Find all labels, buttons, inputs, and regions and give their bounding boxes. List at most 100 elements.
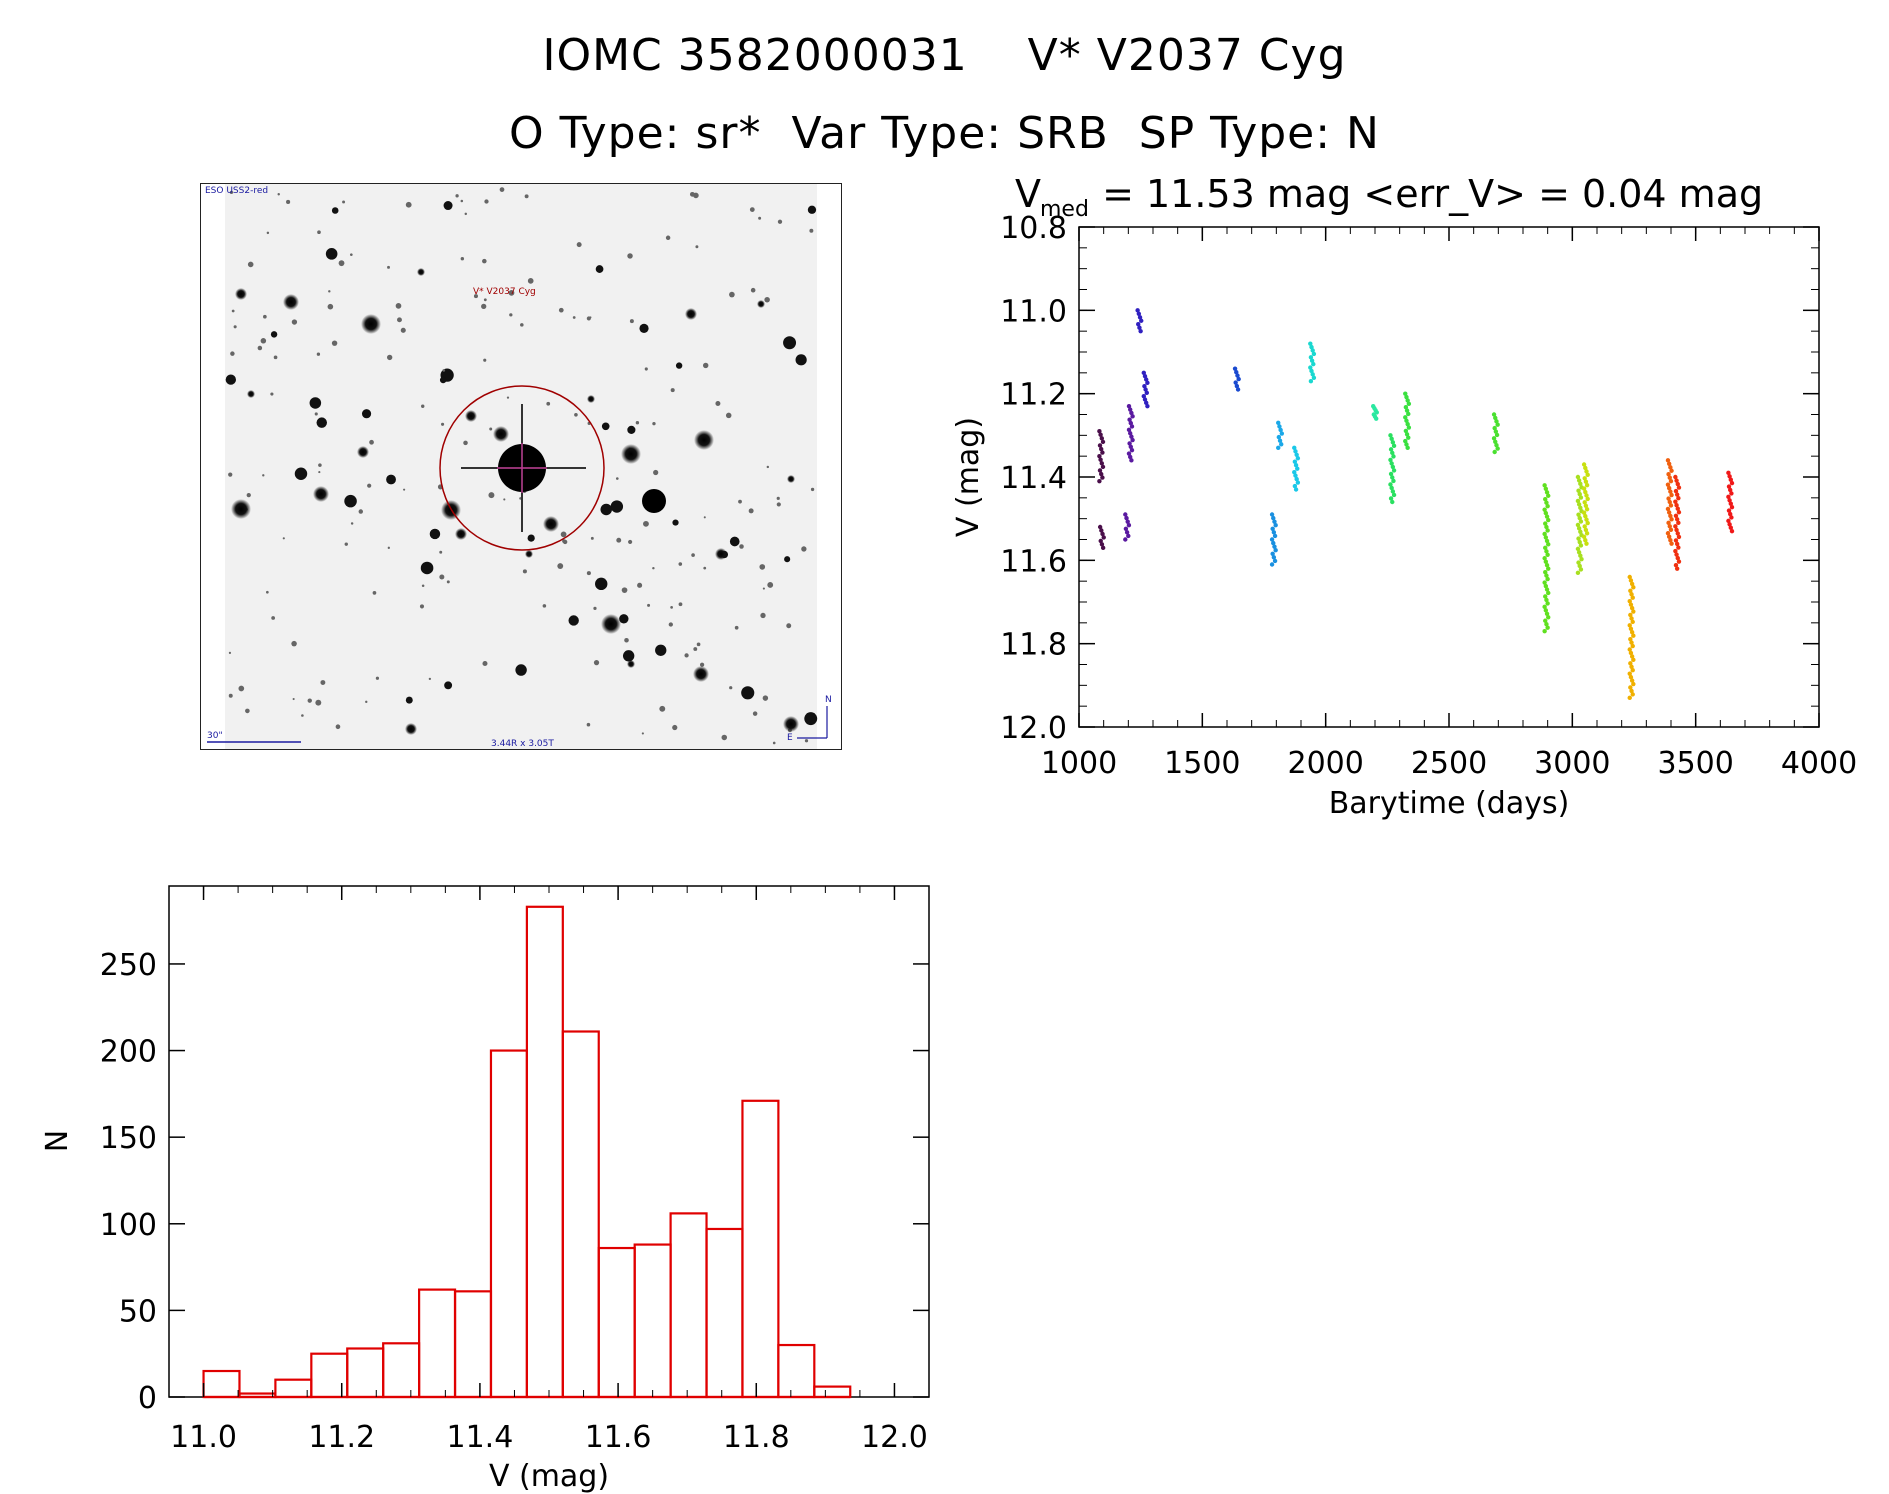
lc-data-point [1406, 411, 1411, 417]
star-point [721, 734, 728, 741]
hist-y-axis-label: N [40, 1130, 75, 1152]
star-point [621, 587, 628, 594]
lc-data-point [1728, 501, 1734, 506]
lc-data-point [1576, 526, 1582, 531]
lc-data-point [1544, 622, 1549, 627]
lc-data-point [1545, 625, 1550, 630]
north-label: N [825, 695, 832, 705]
lc-data-point [1728, 477, 1734, 482]
star-point [627, 425, 636, 434]
lc-data-point [1667, 475, 1672, 480]
star-point [397, 317, 402, 323]
star-point [266, 590, 269, 594]
star-point [245, 708, 250, 714]
star-point [809, 228, 814, 233]
star-point [574, 412, 578, 417]
lc-data-point [1494, 432, 1500, 438]
lc-data-point [1673, 548, 1678, 554]
lc-data-point [1404, 442, 1409, 447]
star-point [342, 200, 346, 204]
lc-data-point [1126, 523, 1132, 528]
lc-data-point [1310, 348, 1315, 353]
lc-data-point [1144, 377, 1149, 382]
star-point [741, 686, 755, 700]
hist-y-tick-label: 150 [100, 1121, 157, 1156]
lc-data-point [1582, 476, 1587, 481]
lc-data-point [1577, 515, 1582, 521]
lc-data-point [1295, 456, 1301, 461]
lc-data-point [1728, 511, 1733, 517]
lc-data-point [1669, 492, 1674, 498]
chart-title-line2: O Type: sr* Var Type: SRB SP Type: N [509, 108, 1380, 159]
lc-data-point [1577, 539, 1582, 545]
lc-data-point [1389, 436, 1394, 442]
star-point [439, 574, 445, 580]
lc-data-point [1144, 400, 1149, 406]
lc-data-point [1676, 545, 1681, 550]
star-point [766, 465, 770, 469]
finder-left-margin [201, 184, 225, 749]
lc-data-point [1276, 420, 1281, 426]
lc-data-point [1403, 405, 1409, 410]
hist-x-tick-label: 12.0 [861, 1420, 928, 1455]
lc-data-point [1581, 462, 1587, 467]
star-point [522, 569, 527, 574]
star-point [318, 463, 322, 467]
star-point [460, 199, 464, 203]
lc-data-point [1665, 531, 1671, 536]
lc-data-point [1388, 447, 1394, 452]
scale-label: 30" [207, 731, 223, 741]
lc-data-point [1124, 530, 1130, 535]
lc-y-axis-label: V (mag) [951, 417, 986, 537]
star-point [375, 676, 380, 680]
lc-x-tick-label: 3000 [1534, 746, 1610, 781]
lc-title-v: V [1015, 172, 1041, 216]
bright-star [455, 528, 467, 540]
lc-data-point [1631, 633, 1636, 638]
lc-data-point [1311, 351, 1317, 357]
lc-title-rest: = 11.53 mag <err_V> = 0.04 mag [1090, 172, 1763, 216]
lc-data-point [1097, 428, 1102, 434]
lc-data-point [1389, 461, 1394, 466]
hist-bar [489, 1049, 528, 1399]
lc-data-point [1543, 583, 1549, 589]
star-point [762, 695, 769, 701]
star-point [484, 199, 489, 204]
lc-data-point [1729, 480, 1735, 486]
lc-data-point [1123, 537, 1128, 542]
lc-data-point [1404, 432, 1410, 437]
star-point [473, 294, 478, 299]
hist-bar [525, 905, 564, 1399]
lc-data-point [1293, 487, 1299, 492]
star-point [542, 604, 547, 608]
lc-data-point [1666, 520, 1671, 526]
lc-data-point [1403, 428, 1409, 434]
lc-data-point [1235, 373, 1240, 378]
star-point [482, 258, 487, 264]
star-point [784, 556, 791, 563]
target-label: V* V2037 Cyg [473, 287, 536, 297]
lc-data-point [1271, 540, 1276, 546]
lc-data-point [1271, 530, 1277, 535]
star-point [586, 722, 591, 727]
lc-data-point [1544, 573, 1549, 578]
star-point [238, 685, 245, 692]
lc-data-point [1676, 520, 1681, 526]
lc-data-point [1668, 537, 1673, 543]
star-point [420, 561, 434, 575]
star-point [772, 741, 776, 745]
star-point [291, 319, 298, 325]
star-point [455, 194, 459, 198]
lc-data-point [1674, 541, 1680, 547]
lc-data-point [1665, 506, 1671, 512]
lc-data-point [1390, 464, 1396, 470]
star-point [546, 401, 551, 406]
star-point [247, 261, 254, 268]
lc-data-point [1629, 664, 1634, 669]
star-point [233, 325, 237, 329]
lc-data-point [1628, 578, 1634, 583]
star-point [693, 647, 698, 651]
star-point [729, 686, 733, 690]
lc-data-point [1374, 416, 1379, 421]
lc-data-point [1668, 465, 1673, 470]
